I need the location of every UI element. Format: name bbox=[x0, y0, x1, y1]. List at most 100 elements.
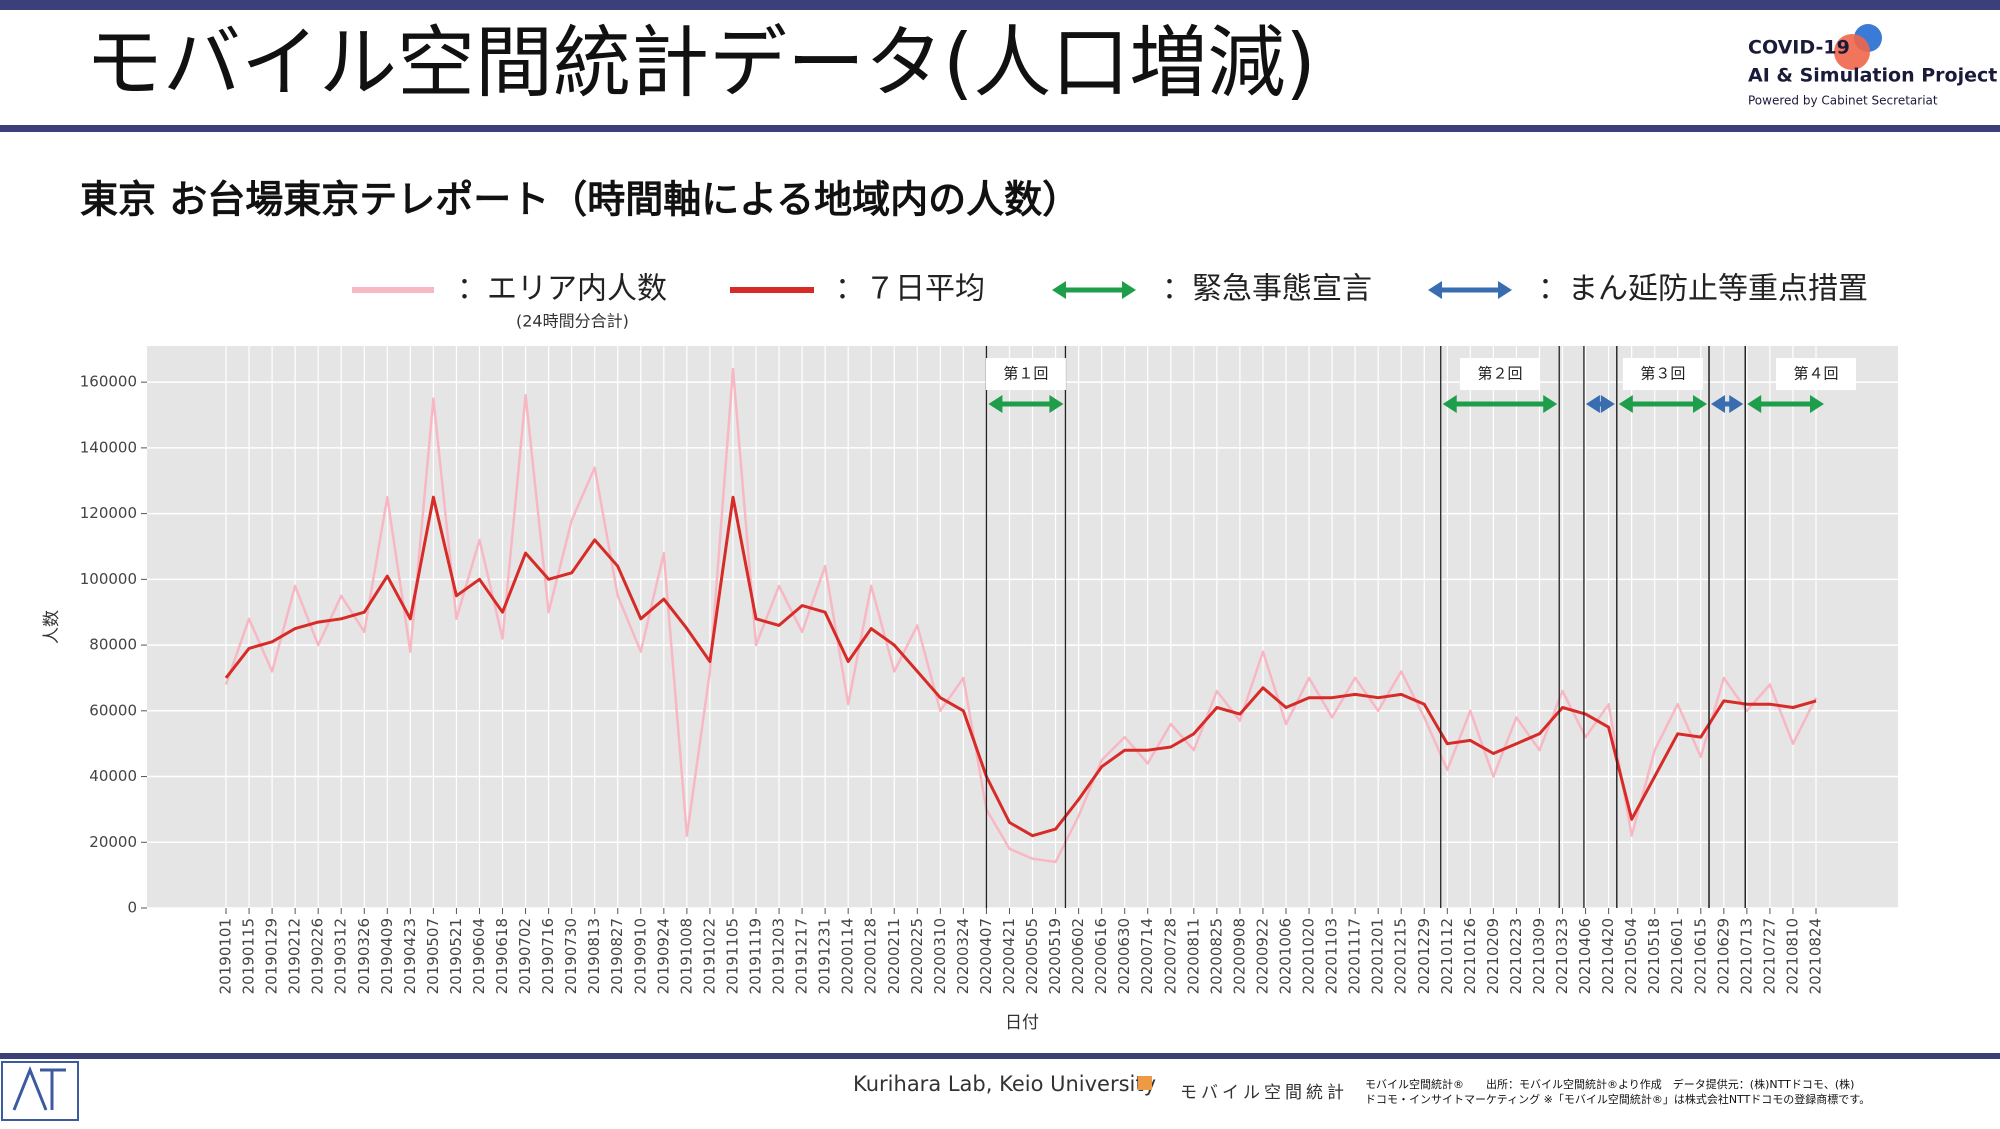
x-tick-label: 20190924 bbox=[654, 918, 672, 994]
legend-swatch bbox=[730, 287, 814, 293]
x-tick-label: 20210126 bbox=[1461, 918, 1479, 994]
x-tick-label: 20190326 bbox=[355, 918, 373, 994]
x-tick-label: 20200714 bbox=[1138, 918, 1156, 994]
x-tick-label: 20191119 bbox=[747, 918, 765, 994]
y-tick-label: 20000 bbox=[89, 833, 137, 851]
legend-label: ：エリア内人数 bbox=[457, 272, 667, 307]
x-tick-label: 20201006 bbox=[1277, 918, 1295, 994]
period-label-box bbox=[1459, 358, 1540, 390]
x-tick-label: 20200211 bbox=[885, 918, 903, 994]
x-tick-label: 20200128 bbox=[862, 918, 880, 994]
period-label-box bbox=[985, 358, 1066, 390]
x-tick-label: 20190716 bbox=[539, 918, 557, 994]
x-tick-label: 20200324 bbox=[954, 918, 972, 994]
period-label-box bbox=[1776, 358, 1856, 390]
x-tick-label: 20190827 bbox=[608, 918, 626, 994]
x-tick-label: 20191217 bbox=[793, 918, 811, 994]
x-tick-label: 20190702 bbox=[516, 918, 534, 994]
x-tick-label: 20191022 bbox=[700, 918, 718, 994]
x-tick-label: 20210810 bbox=[1783, 918, 1801, 994]
x-tick-label: 20190409 bbox=[378, 918, 396, 994]
legend-swatch bbox=[352, 287, 434, 293]
footer-credit: ドコモ・インサイトマーケティング ※「モバイル空間統計®」は株式会社NTTドコモ… bbox=[1365, 1092, 1870, 1106]
y-tick-label: 100000 bbox=[80, 570, 137, 588]
period-label: 第１回 bbox=[1003, 365, 1048, 383]
x-tick-label: 20200908 bbox=[1230, 918, 1248, 994]
x-tick-label: 20190226 bbox=[309, 918, 327, 994]
y-tick-label: 160000 bbox=[80, 373, 137, 391]
x-tick-label: 20200630 bbox=[1115, 918, 1133, 994]
top-bar bbox=[0, 0, 2000, 10]
x-tick-label: 20200407 bbox=[977, 918, 995, 994]
x-tick-label: 20200602 bbox=[1069, 918, 1087, 994]
x-tick-label: 20190312 bbox=[332, 918, 350, 994]
period-arrow-head bbox=[1585, 395, 1615, 413]
period-label: 第４回 bbox=[1793, 365, 1838, 383]
x-tick-label: 20210504 bbox=[1622, 918, 1640, 994]
x-tick-label: 20210406 bbox=[1576, 918, 1594, 994]
x-tick-label: 20191008 bbox=[677, 918, 695, 994]
lab-logo bbox=[1, 1061, 79, 1121]
x-tick-label: 20201117 bbox=[1346, 918, 1364, 994]
x-tick-label: 20190521 bbox=[447, 918, 465, 994]
x-tick-label: 20201201 bbox=[1369, 918, 1387, 994]
x-tick-label: 20191105 bbox=[723, 918, 741, 994]
period-label: 第３回 bbox=[1640, 365, 1685, 383]
x-tick-label: 20200616 bbox=[1092, 918, 1110, 994]
x-tick-label: 20210223 bbox=[1507, 918, 1525, 994]
x-tick-label: 20201103 bbox=[1323, 918, 1341, 994]
x-tick-label: 20210309 bbox=[1530, 918, 1548, 994]
x-tick-label: 20210629 bbox=[1714, 918, 1732, 994]
period-arrow-head bbox=[1442, 395, 1558, 413]
x-tick-label: 20200505 bbox=[1023, 918, 1041, 994]
y-tick-label: 0 bbox=[127, 899, 137, 917]
x-tick-label: 20190604 bbox=[470, 918, 488, 994]
x-tick-label: 20200519 bbox=[1046, 918, 1064, 994]
chart: 0 20000 40000 60000 80000 100000 120000 140000 1… bbox=[42, 272, 1898, 1033]
x-tick-label: 20201215 bbox=[1392, 918, 1410, 994]
legend-note: (24時間分合計) bbox=[516, 312, 629, 331]
x-tick-label: 20191203 bbox=[770, 918, 788, 994]
y-tick-label: 140000 bbox=[80, 438, 137, 456]
lab-logo-mark bbox=[12, 1065, 66, 1111]
logo-text: COVID-19 bbox=[1748, 37, 1850, 59]
x-tick-label: 20190813 bbox=[585, 918, 603, 994]
x-tick-label: 20210824 bbox=[1807, 918, 1825, 994]
x-tick-label: 20190618 bbox=[493, 918, 511, 994]
legend-label: ：７日平均 bbox=[835, 272, 985, 307]
x-tick-label: 20190115 bbox=[240, 918, 258, 994]
x-tick-label: 20201020 bbox=[1300, 918, 1318, 994]
y-tick-label: 120000 bbox=[80, 504, 137, 522]
logo-text: AI & Simulation Project bbox=[1748, 65, 1997, 87]
x-tick-label: 20190910 bbox=[631, 918, 649, 994]
y-tick-label: 60000 bbox=[89, 701, 137, 719]
series-line bbox=[224, 495, 1817, 838]
legend-label: ：緊急事態宣言 bbox=[1162, 272, 1372, 307]
x-axis-label: 日付 bbox=[1005, 1013, 1039, 1033]
x-tick-label: 20190507 bbox=[424, 918, 442, 994]
x-tick-label: 20210727 bbox=[1760, 918, 1778, 994]
x-tick-label: 20190101 bbox=[217, 918, 235, 994]
y-tick-label: 80000 bbox=[89, 636, 137, 654]
x-tick-label: 20190212 bbox=[286, 918, 304, 994]
x-tick-label: 20190730 bbox=[562, 918, 580, 994]
x-tick-label: 20190129 bbox=[263, 918, 281, 994]
footer-lab: Kurihara Lab, Keio University bbox=[853, 1072, 1156, 1096]
slide-title: モバイル空間統計データ(人口増減) bbox=[85, 18, 1316, 108]
x-tick-label: 20200225 bbox=[908, 918, 926, 994]
header-rule bbox=[0, 125, 2000, 132]
logo-dot bbox=[1834, 34, 1870, 70]
period-label: 第２回 bbox=[1477, 365, 1522, 383]
footer-rule bbox=[0, 1053, 2000, 1059]
x-tick-label: 20200310 bbox=[931, 918, 949, 994]
y-axis-label: 人数 bbox=[42, 610, 62, 644]
x-tick-label: 20200728 bbox=[1161, 918, 1179, 994]
x-tick-label: 20210209 bbox=[1484, 918, 1502, 994]
x-tick-label: 20210518 bbox=[1645, 918, 1663, 994]
x-tick-label: 20190423 bbox=[401, 918, 419, 994]
x-tick-label: 20210601 bbox=[1668, 918, 1686, 994]
x-tick-label: 20200114 bbox=[839, 918, 857, 994]
x-tick-label: 20191231 bbox=[816, 918, 834, 994]
period-label-box bbox=[1622, 358, 1703, 390]
